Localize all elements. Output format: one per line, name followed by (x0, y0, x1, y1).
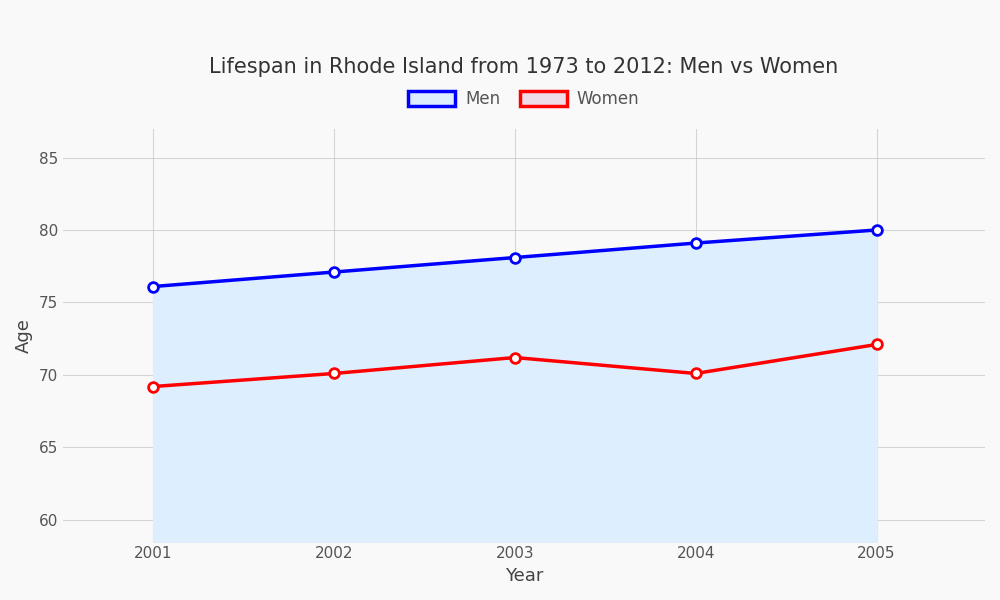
Y-axis label: Age: Age (15, 317, 33, 353)
X-axis label: Year: Year (505, 567, 543, 585)
Legend: Men, Women: Men, Women (402, 83, 646, 115)
Title: Lifespan in Rhode Island from 1973 to 2012: Men vs Women: Lifespan in Rhode Island from 1973 to 20… (209, 57, 839, 77)
